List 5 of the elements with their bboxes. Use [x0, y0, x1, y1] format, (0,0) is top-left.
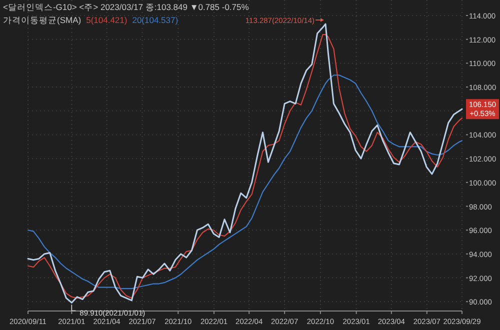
line-series: [27, 74, 463, 290]
chart-title: <달러인덱스-G10> <주> 2023/03/17 종:103.849 ▼0.785 -0.75%: [3, 2, 250, 12]
legend-title: 가격이동평균(SMA): [3, 15, 82, 25]
text: 5(104.421): [86, 15, 128, 25]
text: 20(104.537): [132, 15, 178, 25]
